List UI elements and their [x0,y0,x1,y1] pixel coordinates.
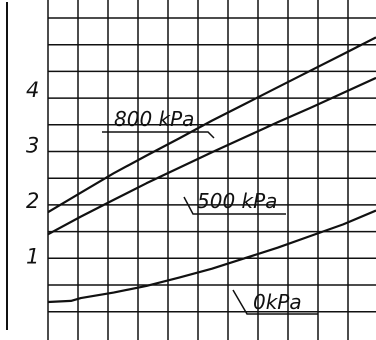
grid [47,0,376,340]
label-500-leader [183,196,286,215]
y-tick-labels: 1 2 3 4 [26,78,39,268]
series-label-0-kpa: 0kPa [253,290,302,314]
series-line-1 [47,36,376,214]
series-line-3 [47,209,376,304]
y-tick-label: 2 [26,189,39,213]
y-tick-label: 1 [26,245,39,269]
label-500-kpa: 500 kPa [183,189,286,215]
series-label-800-kpa: 800 kPa [114,107,194,131]
series-line-2 [47,76,376,236]
label-0-leader [232,289,318,315]
series-label-500-kpa: 500 kPa [197,189,277,213]
label-0-kpa: 0kPa [232,289,318,315]
label-800-kpa: 800 kPa [102,107,215,139]
label-800-leader [102,131,215,139]
y-tick-label: 4 [26,78,39,102]
y-tick-label: 3 [26,134,39,158]
series-labels: 800 kPa 500 kPa 0kPa [102,107,318,315]
series-lines [47,36,376,304]
